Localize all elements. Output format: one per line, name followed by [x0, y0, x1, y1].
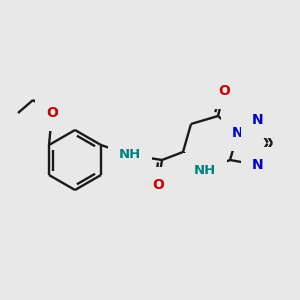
Text: O: O — [218, 84, 230, 98]
Text: N: N — [252, 113, 264, 127]
Text: N: N — [252, 158, 264, 172]
Text: NH: NH — [119, 148, 141, 161]
Text: N: N — [232, 126, 244, 140]
Text: O: O — [46, 106, 58, 120]
Text: O: O — [152, 178, 164, 192]
Text: NH: NH — [194, 164, 216, 176]
